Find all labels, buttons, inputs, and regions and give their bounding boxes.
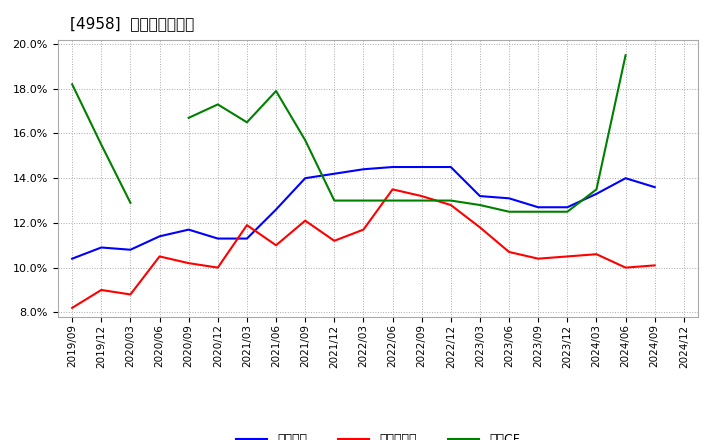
営業CF [330,198,338,203]
営業CF [388,198,397,203]
当期純利益 [68,305,76,311]
経常利益 [68,256,76,261]
営業CF [243,120,251,125]
経常利益 [563,205,572,210]
当期純利益 [563,254,572,259]
当期純利益 [271,242,280,248]
当期純利益 [330,238,338,243]
当期純利益 [476,225,485,230]
経常利益 [476,194,485,199]
営業CF [126,200,135,205]
当期純利益 [156,254,164,259]
営業CF [418,198,426,203]
経常利益 [650,184,659,190]
当期純利益 [388,187,397,192]
営業CF [301,138,310,143]
営業CF [534,209,543,214]
経常利益 [446,165,455,170]
当期純利益 [650,263,659,268]
Text: [4958]  マージンの推移: [4958] マージンの推移 [71,16,194,32]
当期純利益 [621,265,630,270]
営業CF [476,202,485,208]
営業CF [446,198,455,203]
経常利益 [418,165,426,170]
経常利益 [330,171,338,176]
営業CF [505,209,513,214]
Line: 営業CF: 営業CF [72,55,626,212]
営業CF [213,102,222,107]
当期純利益 [592,252,600,257]
当期純利益 [505,249,513,255]
経常利益 [126,247,135,253]
営業CF [621,53,630,58]
Line: 経常利益: 経常利益 [72,167,654,259]
当期純利益 [97,287,106,293]
経常利益 [388,165,397,170]
経常利益 [592,191,600,197]
経常利益 [359,167,368,172]
営業CF [592,187,600,192]
経常利益 [621,176,630,181]
当期純利益 [213,265,222,270]
当期純利益 [359,227,368,232]
経常利益 [505,196,513,201]
営業CF [271,88,280,94]
経常利益 [301,176,310,181]
当期純利益 [418,194,426,199]
経常利益 [534,205,543,210]
当期純利益 [534,256,543,261]
経常利益 [243,236,251,241]
当期純利益 [243,223,251,228]
経常利益 [271,207,280,212]
営業CF [97,142,106,147]
当期純利益 [301,218,310,224]
営業CF [184,115,193,121]
当期純利益 [184,260,193,266]
経常利益 [97,245,106,250]
営業CF [359,198,368,203]
Legend: 経常利益, 当期純利益, 営業CF: 経常利益, 当期純利益, 営業CF [230,429,526,440]
経常利益 [184,227,193,232]
当期純利益 [126,292,135,297]
Line: 当期純利益: 当期純利益 [72,189,654,308]
営業CF [563,209,572,214]
当期純利益 [446,202,455,208]
営業CF [68,82,76,87]
経常利益 [213,236,222,241]
経常利益 [156,234,164,239]
